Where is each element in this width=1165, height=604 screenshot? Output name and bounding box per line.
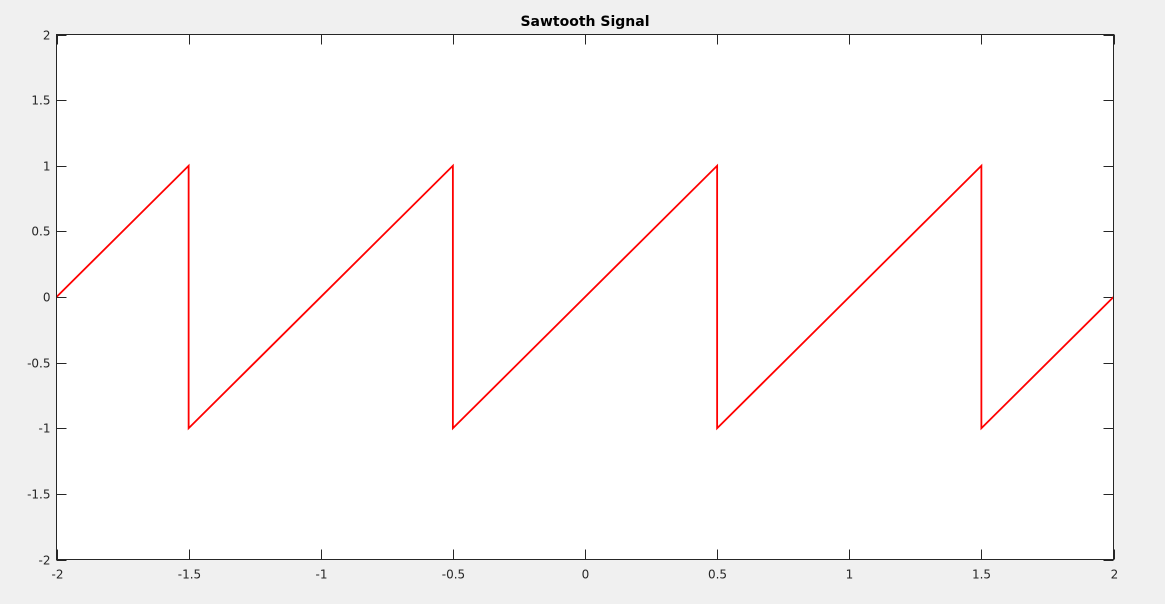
y-tick-label: 0.5: [31, 225, 50, 239]
x-tick-label: 0.5: [708, 568, 727, 582]
x-tick-label: -0.5: [442, 568, 465, 582]
x-tick-label: 0: [582, 568, 590, 582]
y-tick-label: 2: [43, 29, 51, 43]
chart-title: Sawtooth Signal: [520, 14, 649, 30]
x-tick-label: -2: [52, 568, 64, 582]
y-tick-label: -2: [39, 554, 51, 568]
x-tick-label: -1.5: [178, 568, 201, 582]
y-tick-label: -1.5: [27, 488, 50, 502]
series-layer: [55, 163, 1115, 431]
y-tick-label: 1.5: [31, 94, 50, 108]
y-tick-label: 0: [43, 291, 51, 305]
x-tick-label: 1: [846, 568, 854, 582]
x-axis-ticks: [57, 34, 1115, 560]
sawtooth-series-line: [55, 163, 1115, 431]
y-tick-label: -0.5: [27, 357, 50, 371]
x-tick-label: -1: [316, 568, 328, 582]
x-axis-tick-labels: -2 -1.5 -1 -0.5 0 0.5 1 1.5 2: [52, 568, 1119, 582]
x-tick-label: 2: [1111, 568, 1119, 582]
axes-box: [56, 34, 1114, 560]
y-axis-tick-labels: -2 -1.5 -1 -0.5 0 0.5 1 1.5 2: [27, 29, 50, 568]
y-tick-label: -1: [39, 422, 51, 436]
y-tick-label: 1: [43, 160, 51, 174]
x-tick-label: 1.5: [972, 568, 991, 582]
